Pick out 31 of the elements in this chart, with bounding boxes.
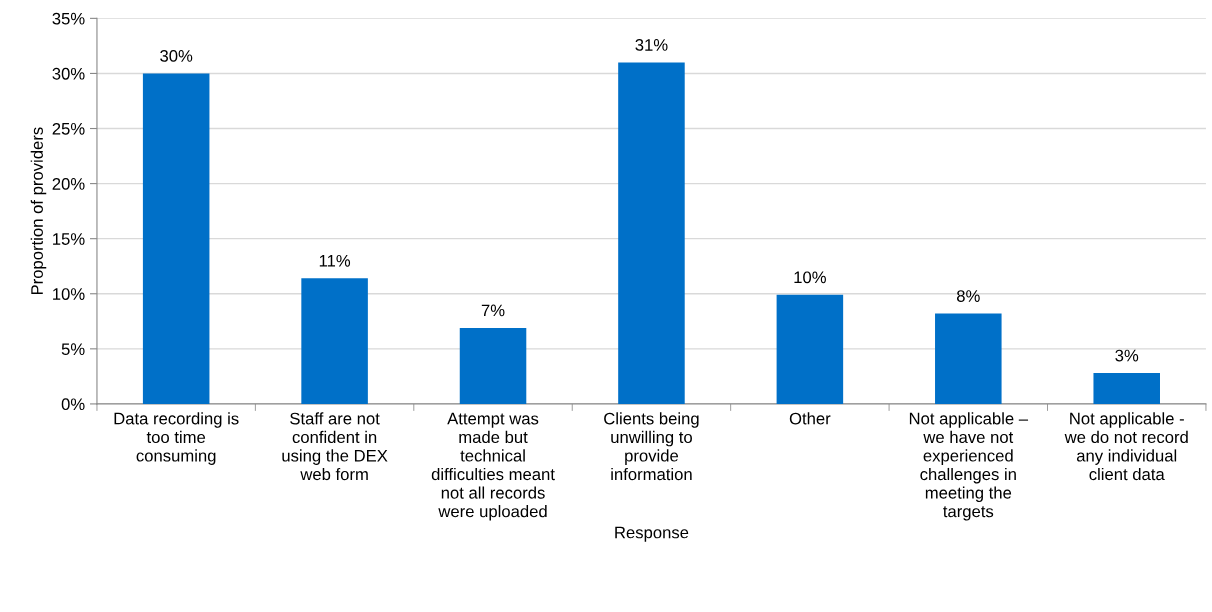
x-tick-label: Staff are not confident in using the DEX web form	[282, 412, 388, 481]
y-tick-label: 10%	[53, 288, 85, 300]
bar	[618, 62, 685, 404]
y-tick-label: 25%	[52, 122, 85, 135]
bar	[935, 313, 1002, 404]
data-label: 10%	[794, 271, 826, 284]
bar	[459, 327, 527, 404]
data-label: 8%	[956, 290, 980, 302]
data-label: 7%	[481, 304, 505, 317]
data-label: 30%	[160, 50, 193, 62]
x-tick-label: Attempt was made but technical difficulties meant not all records were uploaded	[431, 412, 555, 521]
bar	[1093, 373, 1160, 404]
bar	[142, 73, 210, 404]
x-tick-label: Clients being unwilling to provide information	[604, 412, 699, 481]
y-tick-label: 0%	[61, 398, 85, 411]
data-label: 3%	[1115, 349, 1139, 362]
x-axis-title: Response	[615, 526, 689, 542]
y-tick-label: 5%	[61, 343, 85, 356]
x-tick-label: Data recording is too time consuming	[114, 412, 239, 465]
bar	[776, 294, 844, 404]
data-label: 11%	[319, 254, 351, 267]
y-tick-label: 15%	[53, 233, 85, 245]
y-axis-title: Proportion of providers	[30, 127, 47, 295]
y-tick-label: 30%	[52, 67, 85, 80]
x-tick-label: Other	[789, 412, 831, 425]
x-tick-label: Not applicable - we do not record any individual client data	[1064, 412, 1188, 481]
x-tick-label: Not applicable – we have not experienced challenges in meeting the targets	[909, 412, 1029, 521]
y-tick-label: 35%	[52, 12, 85, 25]
bar	[301, 278, 368, 404]
data-label: 31%	[635, 38, 668, 51]
y-tick-label: 20%	[52, 178, 85, 190]
